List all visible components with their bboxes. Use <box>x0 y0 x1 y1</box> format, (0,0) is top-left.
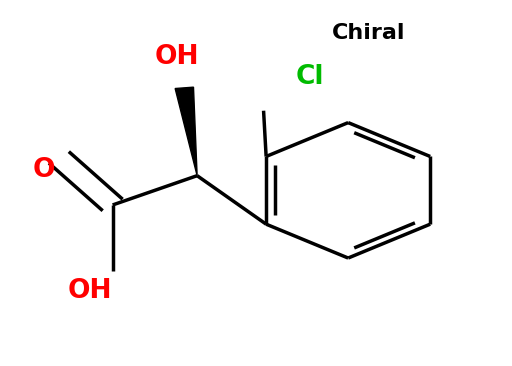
Text: OH: OH <box>68 278 112 304</box>
Text: Cl: Cl <box>295 64 324 90</box>
Text: O: O <box>32 157 55 183</box>
Polygon shape <box>175 87 197 176</box>
Text: OH: OH <box>155 44 199 70</box>
Text: Chiral: Chiral <box>332 23 406 43</box>
